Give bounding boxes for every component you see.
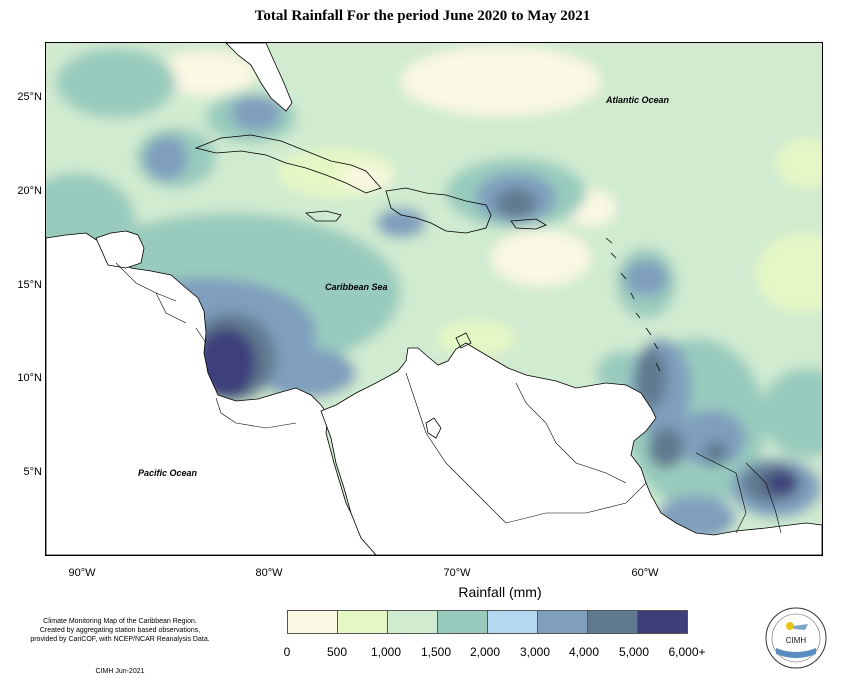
credits-text: Climate Monitoring Map of the Caribbean …	[20, 617, 220, 644]
lat-label-10n: 10°N	[17, 372, 42, 384]
map-title: Total Rainfall For the period June 2020 …	[254, 8, 591, 24]
rainfall-map-canvas	[46, 43, 822, 555]
credits-date: CIMH Jun-2021	[95, 668, 145, 675]
legend-swatch-4	[438, 611, 488, 633]
caribbean-sea-label: Caribbean Sea	[325, 282, 388, 292]
lat-label-20n: 20°N	[17, 185, 42, 197]
cloud-icon	[793, 624, 808, 630]
wave-icon	[776, 648, 816, 658]
legend-swatch-3	[388, 611, 438, 633]
legend-swatch-7	[588, 611, 638, 633]
lon-label-70w: 70°W	[443, 567, 471, 579]
lat-label-15n: 15°N	[17, 279, 42, 291]
land-masses	[46, 43, 822, 555]
lat-label-25n: 25°N	[17, 91, 42, 103]
legend-title: Rainfall (mm)	[458, 584, 542, 600]
legend-tick: 500	[326, 645, 348, 659]
credits-line: Climate Monitoring Map of the Caribbean …	[43, 618, 197, 625]
rainfall-map	[45, 42, 823, 556]
legend-tick: 1,500	[420, 645, 452, 659]
legend-tick: 2,000	[469, 645, 501, 659]
atlantic-ocean-label: Atlantic Ocean	[606, 95, 670, 105]
legend-tick: 0	[283, 645, 291, 659]
legend-swatch-5	[488, 611, 538, 633]
legend-swatch-1	[288, 611, 338, 633]
lon-label-90w: 90°W	[68, 567, 96, 579]
cimh-logo-icon: CIMH	[765, 607, 827, 669]
pacific-ocean-label: Pacific Ocean	[138, 468, 198, 478]
legend-swatch-8	[638, 611, 687, 633]
legend-swatch-2	[338, 611, 388, 633]
credits-line: Created by aggregating station based obs…	[39, 627, 201, 634]
legend-tick: 6,000+	[668, 645, 706, 659]
cimh-logo: CIMH	[764, 606, 828, 670]
legend-color-bar	[287, 610, 688, 634]
legend-tick: 4,000	[568, 645, 600, 659]
legend-swatch-6	[538, 611, 588, 633]
island-outlines	[194, 134, 661, 439]
lon-label-80w: 80°W	[255, 567, 283, 579]
legend-tick: 1,000	[370, 645, 402, 659]
country-borders	[115, 262, 782, 534]
legend-tick: 5,000	[618, 645, 650, 659]
lat-label-5n: 5°N	[23, 466, 42, 478]
legend-tick: 3,000	[519, 645, 551, 659]
credits-line: provided by CariCOF, with NCEP/NCAR Rean…	[30, 636, 210, 643]
sun-icon	[786, 622, 794, 630]
lon-label-60w: 60°W	[631, 567, 659, 579]
logo-text: CIMH	[786, 636, 807, 645]
